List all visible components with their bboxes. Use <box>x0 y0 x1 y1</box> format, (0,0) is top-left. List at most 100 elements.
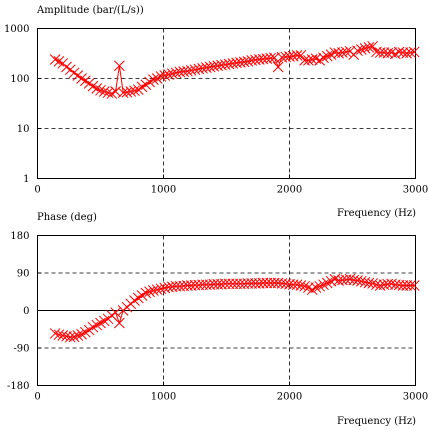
amplitude-data-point <box>136 81 148 93</box>
amplitude-data-point <box>125 86 137 97</box>
amplitude-data-point <box>397 47 409 58</box>
phase-chart: Phase (deg) 0 1000 2000 3000 -180 -90 0 90 180 F… <box>7 212 428 427</box>
amplitude-data-point <box>159 70 171 81</box>
phase-data-point <box>208 278 220 290</box>
amplitude-data-point <box>367 40 379 52</box>
phase-data-point <box>303 282 314 293</box>
phase-data-point <box>299 280 310 292</box>
amplitude-series <box>49 40 420 99</box>
phase-data-point <box>148 285 159 296</box>
phase-grid <box>37 235 416 386</box>
phase-data-point <box>291 279 303 291</box>
amplitude-data-point <box>352 45 363 57</box>
amplitude-data-point <box>148 74 159 85</box>
amplitude-x-tick-label: 0 <box>34 185 40 196</box>
amplitude-y-axis-label: Amplitude (bar/(L/s)) <box>36 5 144 16</box>
amplitude-y-tick-label: 1 <box>23 174 29 185</box>
phase-data-point <box>408 280 420 291</box>
phase-y-tick-label: 90 <box>17 269 30 280</box>
amplitude-x-axis-label: Frequency (Hz) <box>337 208 416 219</box>
amplitude-data-point <box>53 56 65 67</box>
phase-data-point <box>72 330 84 341</box>
amplitude-data-point <box>155 71 167 82</box>
phase-data-point <box>295 280 307 291</box>
amplitude-data-point <box>98 86 110 97</box>
phase-data-point <box>151 284 163 296</box>
amplitude-data-point <box>49 54 61 65</box>
amplitude-data-point <box>359 43 371 54</box>
amplitude-data-point <box>389 48 401 60</box>
phase-data-point <box>242 278 254 289</box>
amplitude-y-tick-label: 10 <box>17 124 30 135</box>
phase-data-point <box>367 278 379 289</box>
amplitude-data-point <box>91 83 103 94</box>
phase-data-point <box>53 329 65 341</box>
phase-data-point <box>261 277 273 289</box>
amplitude-x-tick-label: 2000 <box>277 185 302 196</box>
phase-data-point <box>91 319 103 331</box>
phase-series-line <box>54 278 415 338</box>
phase-data-point <box>231 278 242 290</box>
phase-y-tick-label: 180 <box>10 231 29 242</box>
amplitude-data-point <box>129 85 140 97</box>
amplitude-data-point <box>378 47 390 58</box>
amplitude-plot-frame <box>37 28 416 179</box>
phase-data-point <box>223 278 235 290</box>
amplitude-data-point <box>363 41 375 53</box>
amplitude-data-point <box>166 68 178 80</box>
phase-x-tick-label: 0 <box>34 392 40 403</box>
phase-data-point <box>314 280 326 292</box>
amplitude-data-point <box>151 73 163 84</box>
phase-data-point <box>132 292 144 304</box>
phase-y-tick-label: -180 <box>7 381 29 392</box>
amplitude-y-tick-label: 100 <box>10 74 29 85</box>
phase-data-point <box>397 280 409 291</box>
phase-data-point <box>257 277 269 289</box>
phase-data-point <box>363 277 375 289</box>
phase-data-point <box>371 279 382 291</box>
phase-data-point <box>405 280 416 291</box>
amplitude-data-point <box>325 49 337 60</box>
phase-ticks: 0 1000 2000 3000 -180 -90 0 90 180 <box>7 231 428 403</box>
amplitude-x-tick-label: 1000 <box>151 185 176 196</box>
phase-data-point <box>98 315 110 327</box>
phase-data-point <box>57 330 69 341</box>
phase-y-axis-label: Phase (deg) <box>37 212 97 223</box>
amplitude-grid <box>37 28 416 179</box>
phase-data-point <box>80 326 91 338</box>
phase-data-point <box>227 278 239 290</box>
phase-data-point <box>306 284 318 296</box>
phase-data-point <box>355 275 367 287</box>
phase-data-point <box>49 328 61 339</box>
phase-data-point <box>321 277 333 289</box>
phase-data-point <box>110 307 121 318</box>
phase-data-point <box>265 277 276 289</box>
phase-y-tick-label: 0 <box>23 306 29 317</box>
amplitude-data-point <box>318 52 329 64</box>
phase-data-point <box>114 317 125 329</box>
phase-x-tick-label: 1000 <box>151 392 176 403</box>
phase-data-point <box>76 328 87 340</box>
amplitude-data-point <box>303 55 314 66</box>
phase-data-point <box>318 279 329 291</box>
phase-data-point <box>219 278 231 290</box>
amplitude-y-tick-label: 1000 <box>4 24 29 35</box>
amplitude-data-point <box>295 50 307 61</box>
amplitude-data-point <box>265 52 276 64</box>
amplitude-data-point <box>163 69 174 80</box>
amplitude-data-point <box>291 50 303 61</box>
amplitude-data-point <box>405 47 416 58</box>
phase-data-point <box>129 295 140 306</box>
phase-data-point <box>87 321 99 333</box>
amplitude-data-point <box>329 47 341 58</box>
amplitude-ticks: 0 1000 2000 3000 1 10 100 1000 <box>4 24 428 196</box>
amplitude-data-point <box>272 61 284 73</box>
amplitude-chart: Amplitude (bar/(L/s)) 0 1000 2000 3000 1 10 10… <box>4 5 428 219</box>
amplitude-data-point <box>408 46 420 58</box>
phase-data-point <box>310 282 322 293</box>
amplitude-data-point <box>76 73 87 84</box>
phase-x-axis-label: Frequency (Hz) <box>337 416 416 427</box>
phase-x-tick-label: 3000 <box>403 392 428 403</box>
phase-data-point <box>401 280 413 291</box>
phase-series <box>49 273 420 343</box>
